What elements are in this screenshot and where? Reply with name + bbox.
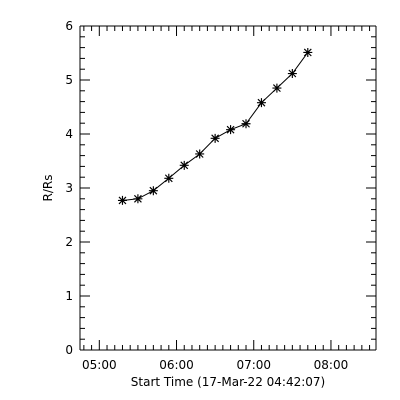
data-point <box>210 133 220 143</box>
y-tick-label: 6 <box>65 19 73 33</box>
y-axis-label: R/Rs <box>41 175 55 202</box>
x-tick-label: 07:00 <box>236 358 271 372</box>
axis-ticks <box>80 25 376 351</box>
asterisk-marker <box>133 194 143 204</box>
asterisk-marker <box>256 98 266 108</box>
data-point <box>241 119 251 129</box>
data-point <box>287 69 297 79</box>
data-point <box>117 195 127 205</box>
data-series <box>117 47 313 205</box>
asterisk-marker <box>226 125 236 135</box>
data-point <box>164 173 174 183</box>
x-tick-label: 08:00 <box>314 358 349 372</box>
y-tick-label: 5 <box>65 73 73 87</box>
y-tick-label: 4 <box>65 127 73 141</box>
data-point <box>226 125 236 135</box>
asterisk-marker <box>164 173 174 183</box>
asterisk-marker <box>303 47 313 57</box>
x-tick-label: 06:00 <box>159 358 194 372</box>
y-tick-label: 1 <box>65 289 73 303</box>
asterisk-marker <box>272 83 282 93</box>
data-point <box>179 160 189 170</box>
asterisk-marker <box>195 149 205 159</box>
asterisk-marker <box>148 186 158 196</box>
asterisk-marker <box>117 195 127 205</box>
asterisk-marker <box>287 69 297 79</box>
data-point <box>148 186 158 196</box>
tick-labels: 05:00 06:00 07:00 08:00 0 1 2 3 4 5 6 <box>65 19 348 372</box>
data-point <box>133 194 143 204</box>
asterisk-marker <box>241 119 251 129</box>
x-tick-label: 05:00 <box>82 358 117 372</box>
x-axis-label: Start Time (17-Mar-22 04:42:07) <box>131 375 325 389</box>
data-point <box>303 47 313 57</box>
y-tick-label: 0 <box>65 343 73 357</box>
y-tick-label: 2 <box>65 235 73 249</box>
data-point <box>272 83 282 93</box>
data-point <box>195 149 205 159</box>
y-tick-label: 3 <box>65 181 73 195</box>
data-point <box>256 98 266 108</box>
asterisk-marker <box>179 160 189 170</box>
asterisk-marker <box>210 133 220 143</box>
